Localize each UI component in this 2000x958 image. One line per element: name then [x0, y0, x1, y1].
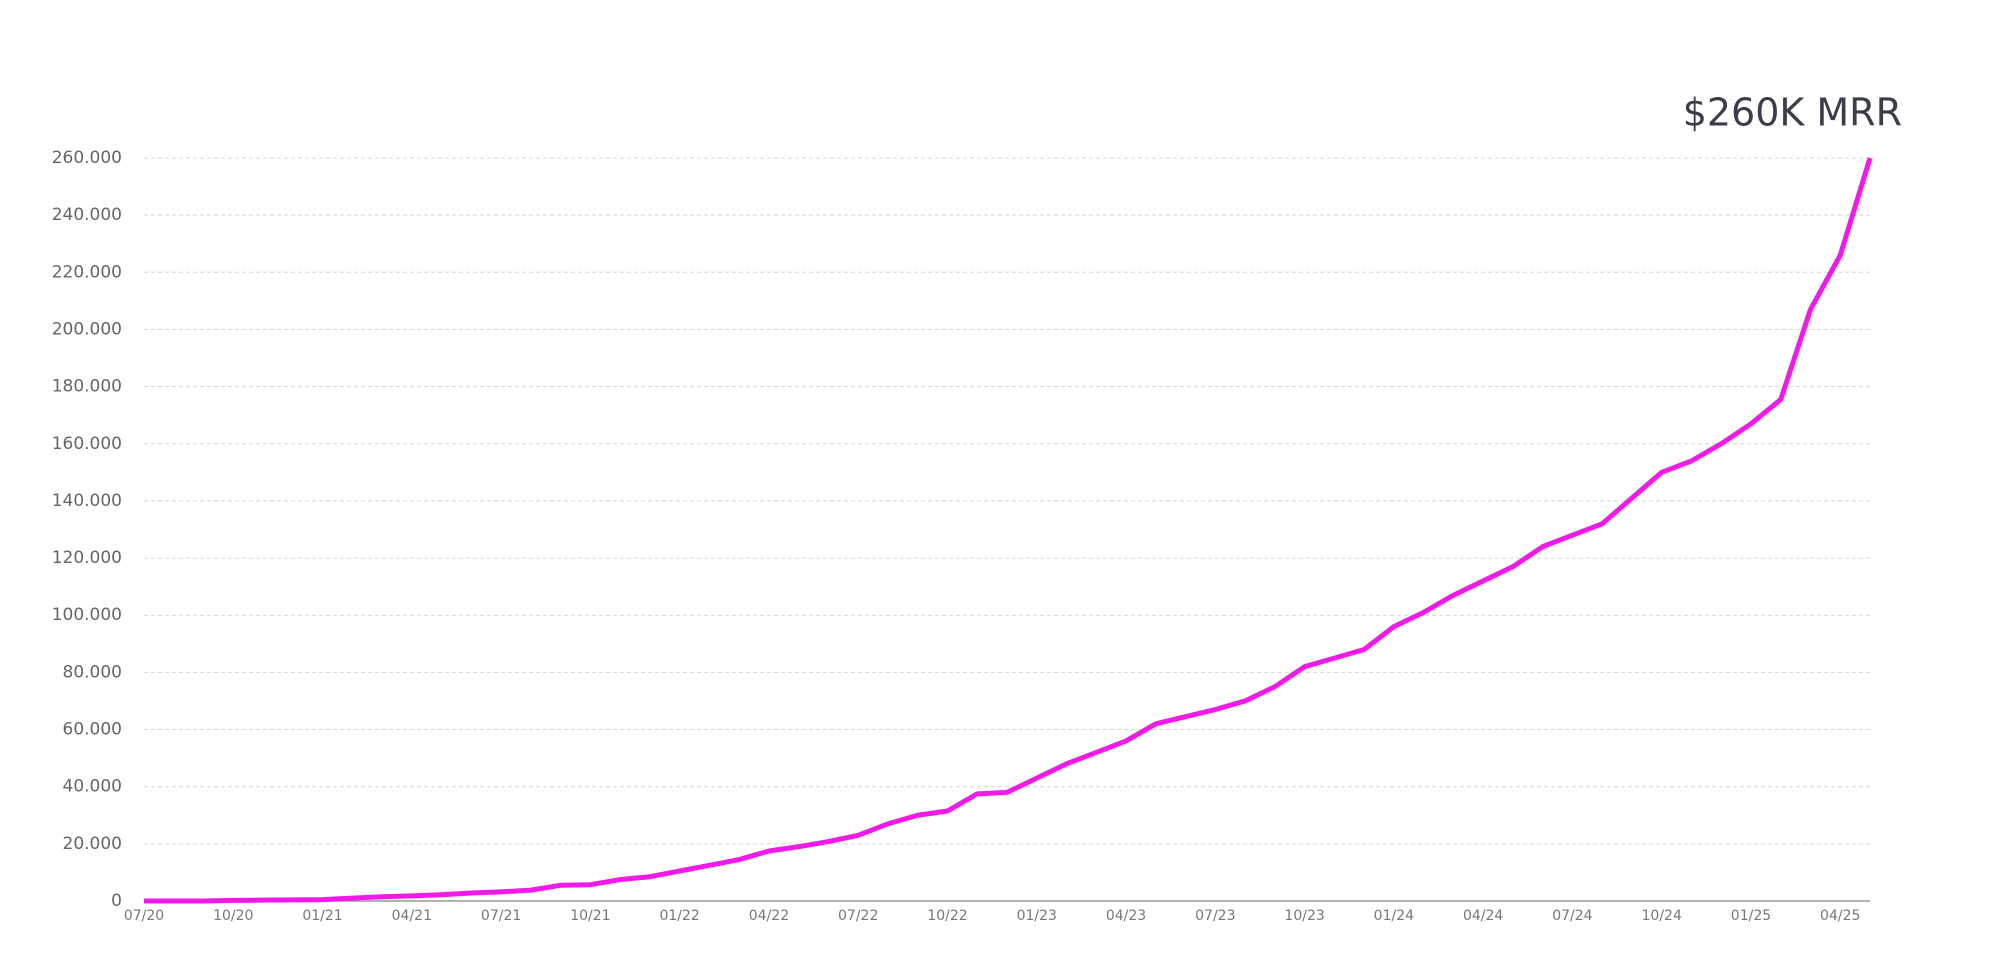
x-tick-label: 10/22 [927, 908, 967, 924]
x-tick-label: 04/22 [749, 908, 789, 924]
y-tick-label: 200.000 [52, 319, 122, 339]
y-tick-label: 240.000 [52, 205, 122, 225]
x-tick-label: 04/21 [392, 908, 432, 924]
y-tick-label: 260.000 [52, 148, 122, 168]
x-tick-label: 10/20 [213, 908, 253, 924]
x-tick-label: 04/25 [1820, 908, 1860, 924]
x-tick-label: 04/23 [1106, 908, 1146, 924]
x-tick-label: 01/25 [1731, 908, 1771, 924]
y-tick-label: 140.000 [52, 491, 122, 511]
x-tick-label: 01/22 [659, 908, 699, 924]
y-tick-label: 100.000 [52, 605, 122, 625]
y-tick-label: 60.000 [63, 720, 122, 740]
x-tick-label: 07/22 [838, 908, 878, 924]
x-tick-label: 07/21 [481, 908, 521, 924]
x-tick-label: 01/21 [302, 908, 342, 924]
x-tick-label: 07/24 [1552, 908, 1592, 924]
x-tick-label: 10/21 [570, 908, 610, 924]
y-tick-label: 220.000 [52, 262, 122, 282]
data-line [144, 157, 1873, 904]
x-tick-label: 10/24 [1642, 908, 1682, 924]
x-tick-label: 10/23 [1284, 908, 1324, 924]
x-tick-label: 04/24 [1463, 908, 1503, 924]
y-tick-label: 120.000 [52, 548, 122, 568]
y-tick-label: 20.000 [63, 834, 122, 854]
chart-title: $260K MRR [1683, 91, 1902, 135]
y-tick-label: 0 [111, 891, 122, 911]
x-tick-label: 07/20 [124, 908, 164, 924]
y-tick-label: 80.000 [63, 662, 122, 682]
x-tick-label: 01/24 [1374, 908, 1414, 924]
x-tick-label: 07/23 [1195, 908, 1235, 924]
y-tick-label: 160.000 [52, 434, 122, 454]
y-tick-label: 40.000 [63, 777, 122, 797]
y-tick-label: 180.000 [52, 377, 122, 397]
x-tick-label: 01/23 [1017, 908, 1057, 924]
